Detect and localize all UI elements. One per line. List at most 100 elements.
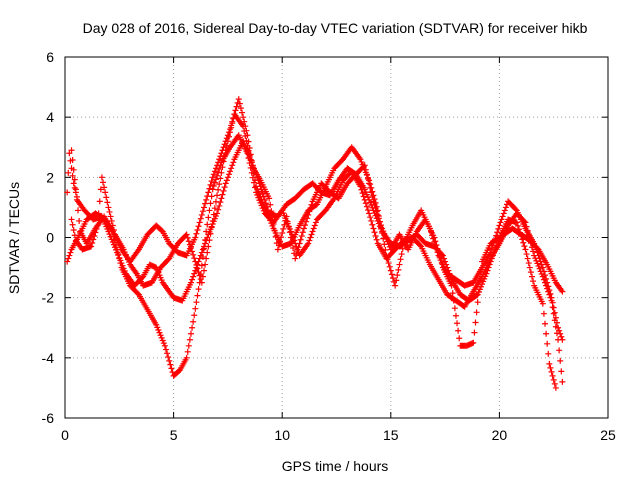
data-point — [229, 120, 236, 127]
data-point — [206, 237, 213, 244]
data-point — [256, 197, 263, 204]
data-point — [66, 150, 73, 157]
data-point — [367, 184, 374, 191]
data-point — [225, 171, 232, 178]
data-point — [383, 236, 390, 243]
data-point — [302, 222, 309, 229]
data-point — [522, 219, 529, 226]
data-point — [205, 243, 212, 250]
data-point — [91, 232, 98, 239]
data-point — [260, 207, 267, 214]
data-point — [450, 297, 457, 304]
data-point — [366, 210, 373, 217]
data-point — [549, 304, 556, 311]
data-point — [176, 367, 183, 374]
data-point — [530, 278, 537, 285]
data-point — [473, 292, 480, 299]
data-point — [186, 241, 193, 248]
data-point — [495, 235, 502, 242]
data-point — [187, 245, 194, 252]
data-point — [192, 305, 199, 312]
data-point — [71, 232, 78, 239]
data-point — [98, 174, 105, 181]
data-point — [513, 219, 520, 226]
data-point — [275, 242, 282, 249]
data-point — [157, 332, 164, 339]
data-point — [433, 242, 440, 249]
data-point — [220, 144, 227, 151]
data-point — [519, 236, 526, 243]
data-point — [116, 255, 123, 262]
data-point — [267, 201, 274, 208]
data-point — [514, 222, 521, 229]
data-point — [311, 222, 318, 229]
data-point — [65, 169, 72, 176]
data-point — [202, 261, 209, 268]
data-point — [438, 260, 445, 267]
data-point — [307, 205, 314, 212]
data-point — [501, 207, 508, 214]
data-point — [255, 194, 262, 201]
data-point — [233, 103, 240, 110]
data-point — [372, 205, 379, 212]
data-point — [454, 320, 461, 327]
data-point — [195, 223, 202, 230]
data-point — [540, 276, 547, 283]
data-point — [65, 255, 72, 262]
data-point — [385, 260, 392, 267]
data-point — [553, 330, 560, 337]
data-point — [253, 189, 260, 196]
data-point — [190, 251, 197, 258]
data-point — [549, 372, 556, 379]
data-point — [304, 215, 311, 222]
data-point — [71, 176, 78, 183]
data-point — [195, 269, 202, 276]
data-point — [168, 365, 175, 372]
data-point — [221, 152, 228, 159]
data-point — [398, 251, 405, 258]
data-point — [227, 168, 234, 175]
data-point — [386, 263, 393, 270]
data-point — [76, 217, 83, 224]
data-point — [298, 232, 305, 239]
data-point — [525, 260, 532, 267]
data-point — [158, 227, 165, 234]
data-point — [283, 213, 290, 220]
data-point — [203, 255, 210, 262]
data-point — [540, 310, 547, 317]
data-point — [472, 319, 479, 326]
data-point — [208, 193, 215, 200]
data-point — [201, 245, 208, 252]
data-point — [155, 327, 162, 334]
data-point — [545, 288, 552, 295]
data-point — [308, 231, 315, 238]
data-point — [539, 273, 546, 280]
data-point — [524, 227, 531, 234]
data-point — [494, 229, 501, 236]
data-point — [221, 184, 228, 191]
data-point — [194, 226, 201, 233]
data-point — [69, 221, 76, 228]
data-point — [103, 194, 110, 201]
data-point — [546, 360, 553, 367]
data-point — [134, 290, 141, 297]
grid-lines — [65, 57, 608, 418]
data-point — [476, 286, 483, 293]
data-point — [358, 186, 365, 193]
data-point — [210, 182, 217, 189]
data-point — [533, 257, 540, 264]
data-point — [228, 165, 235, 172]
data-point — [361, 162, 368, 169]
data-point — [456, 335, 463, 342]
data-point — [532, 255, 539, 262]
y-tick-label: -6 — [42, 410, 55, 426]
data-point — [294, 248, 301, 255]
data-point — [376, 218, 383, 225]
data-point — [455, 327, 462, 334]
data-point — [185, 342, 192, 349]
data-point — [280, 210, 287, 217]
data-point — [208, 178, 215, 185]
axis-ticks: 0 5 10 15 20 25 -6 -4 -2 0 2 4 6 — [42, 49, 616, 443]
data-point — [218, 195, 225, 202]
